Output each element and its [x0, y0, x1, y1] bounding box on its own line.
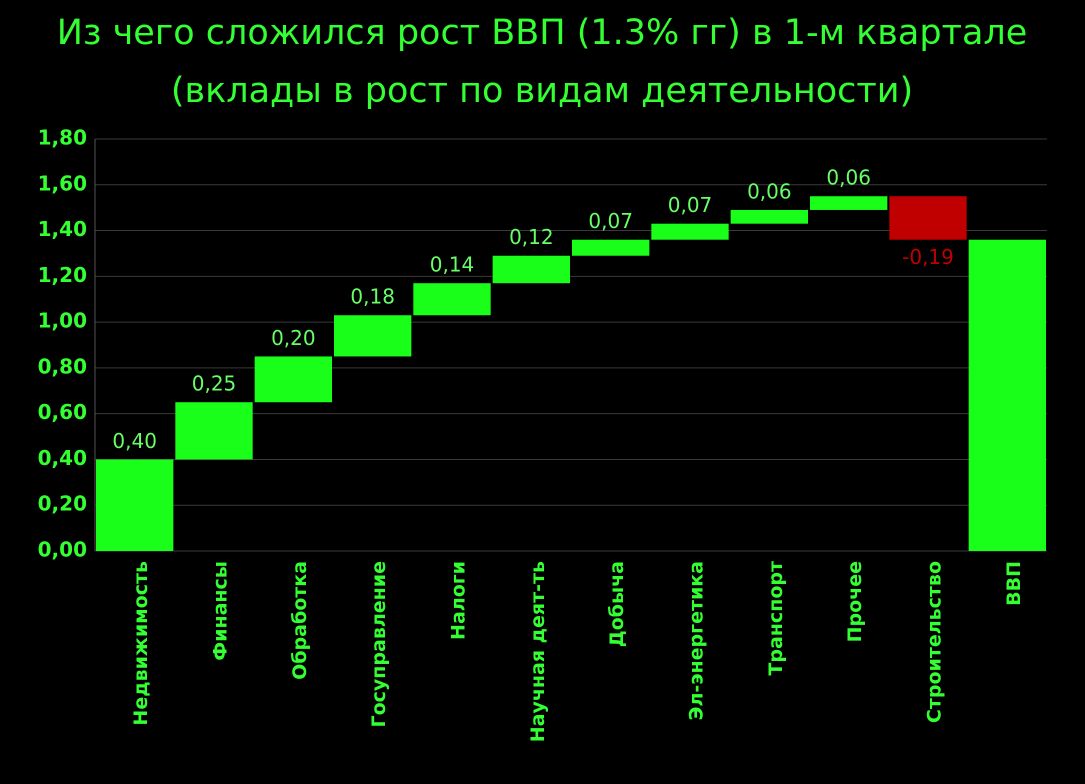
chart-subtitle: (вклады в рост по видам деятельности) [171, 71, 913, 111]
bar [492, 255, 570, 284]
value-label: 0,07 [668, 193, 713, 217]
value-label: 0,20 [271, 326, 316, 350]
value-label: 0,40 [112, 429, 157, 453]
value-label: 0,14 [430, 253, 475, 277]
x-tick-label: Налоги [448, 561, 470, 640]
x-tick-label: Научная деят-ть [527, 561, 549, 742]
y-tick-label: 1,20 [38, 263, 87, 287]
y-tick-label: 1,40 [38, 217, 87, 241]
value-label: 0,06 [747, 179, 792, 203]
value-label: 0,12 [509, 225, 554, 249]
bar [96, 459, 174, 551]
bar [651, 223, 729, 240]
value-label: 0,18 [350, 285, 395, 309]
y-tick-label: 0,40 [38, 446, 87, 470]
y-tick-label: 1,80 [38, 126, 87, 150]
x-tick-label: Недвижимость [130, 561, 152, 726]
value-label: -0,19 [902, 245, 954, 269]
x-tick-label: Строительство [924, 561, 946, 723]
y-tick-label: 1,60 [38, 171, 87, 195]
bar [334, 315, 412, 357]
bar [572, 239, 650, 256]
y-tick-label: 0,00 [38, 538, 87, 562]
value-label: 0,07 [588, 209, 633, 233]
x-tick-label: Прочее [844, 561, 866, 642]
bar [254, 356, 332, 403]
x-tick-label: Обработка [289, 561, 311, 680]
y-tick-label: 1,00 [38, 309, 87, 333]
chart-title: Из чего сложился рост ВВП (1.3% гг) в 1-… [57, 13, 1028, 53]
y-tick-label: 0,60 [38, 400, 87, 424]
y-tick-label: 0,20 [38, 492, 87, 516]
x-tick-label: Госуправление [368, 561, 390, 728]
x-tick-label: Финансы [210, 561, 232, 661]
x-tick-label: Эл-энергетика [686, 561, 708, 720]
bar [413, 283, 491, 316]
x-tick-label: Транспорт [765, 561, 787, 676]
value-label: 0,25 [192, 372, 237, 396]
bar [889, 196, 967, 240]
bar [175, 402, 253, 460]
total-bar [968, 239, 1046, 551]
bar [730, 209, 808, 224]
y-tick-label: 0,80 [38, 354, 87, 378]
bar [810, 196, 888, 210]
x-tick-label: ВВП [1003, 561, 1025, 606]
x-tick-label: Добыча [606, 561, 628, 647]
value-label: 0,06 [826, 166, 871, 190]
